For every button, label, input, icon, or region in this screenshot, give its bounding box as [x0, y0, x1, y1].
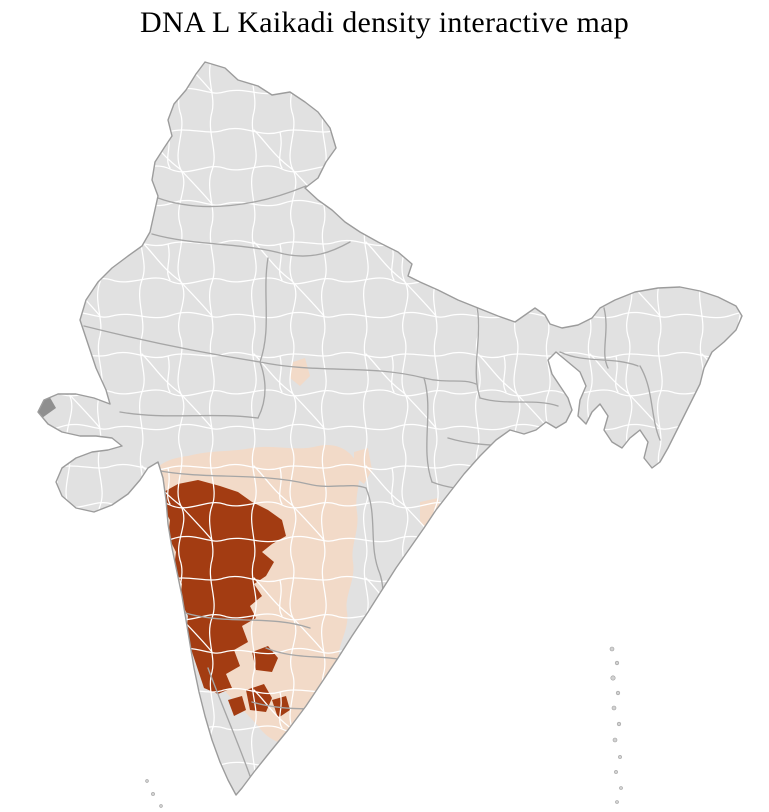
state-border-line [154, 469, 367, 489]
district-boundaries-overlay [38, 62, 742, 795]
state-border-line [259, 257, 269, 363]
no-data-district[interactable] [490, 442, 526, 476]
state-border-line [603, 307, 609, 369]
state-border-line [157, 185, 307, 208]
state-border-line [259, 361, 425, 379]
state-border-line [475, 301, 481, 399]
page-title: DNA L Kaikadi density interactive map [139, 6, 630, 39]
lakshadweep-islands [145, 779, 163, 808]
state-border-line [151, 233, 351, 257]
state-border-line [181, 611, 311, 629]
state-border-line [119, 411, 259, 419]
state-border-line [639, 365, 661, 441]
state-border-line [207, 667, 251, 777]
state-border-line [559, 351, 639, 367]
state-border-line [423, 377, 477, 385]
state-border-line [423, 377, 433, 483]
state-border-line [479, 397, 559, 407]
andaman-islands [609, 646, 623, 804]
state-border-line [257, 361, 266, 419]
state-border-line [83, 325, 261, 363]
